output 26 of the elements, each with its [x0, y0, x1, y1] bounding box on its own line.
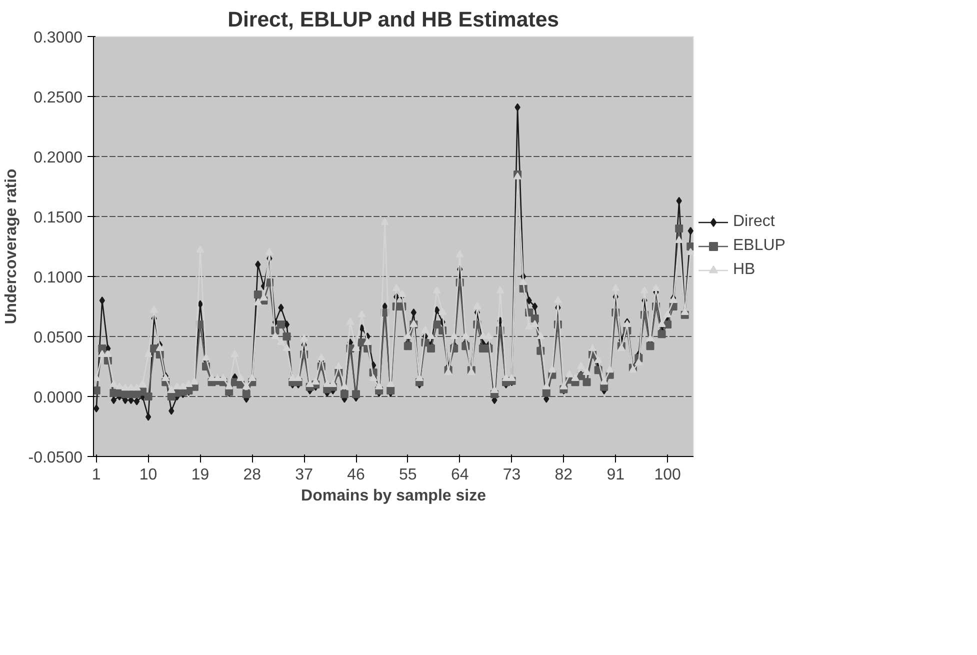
x-tick-label: 37 [295, 466, 314, 484]
x-axis-title: Domains by sample size [301, 488, 486, 504]
x-tick-label: 46 [347, 466, 365, 484]
x-tick-label: 82 [554, 466, 573, 484]
y-tick-label: 0.1500 [34, 210, 83, 226]
y-axis-title: Undercoverage ratio [3, 168, 20, 324]
y-tick-label: -0.0500 [28, 450, 83, 466]
x-tick-label: 10 [139, 466, 158, 484]
legend-label: HB [733, 261, 756, 279]
chart-title: Direct, EBLUP and HB Estimates [228, 8, 560, 32]
x-tick-label: 100 [654, 466, 681, 484]
x-tick-label: 19 [191, 466, 210, 484]
x-tick-label: 73 [502, 466, 521, 484]
x-tick-label: 1 [92, 466, 101, 484]
y-tick-label: 0.2500 [34, 90, 83, 106]
x-tick-label: 55 [399, 466, 417, 484]
x-tick-label: 64 [450, 466, 469, 484]
x-tick-label: 28 [243, 466, 262, 484]
x-tick-label: 91 [606, 466, 625, 484]
y-tick-label: 0.1000 [34, 270, 83, 286]
y-tick-label: 0.0000 [34, 390, 83, 406]
legend-label: Direct [733, 213, 776, 231]
y-tick-label: 0.3000 [34, 30, 83, 46]
legend-label: EBLUP [733, 237, 786, 255]
y-tick-label: 0.0500 [34, 330, 83, 346]
y-tick-label: 0.2000 [34, 150, 83, 166]
